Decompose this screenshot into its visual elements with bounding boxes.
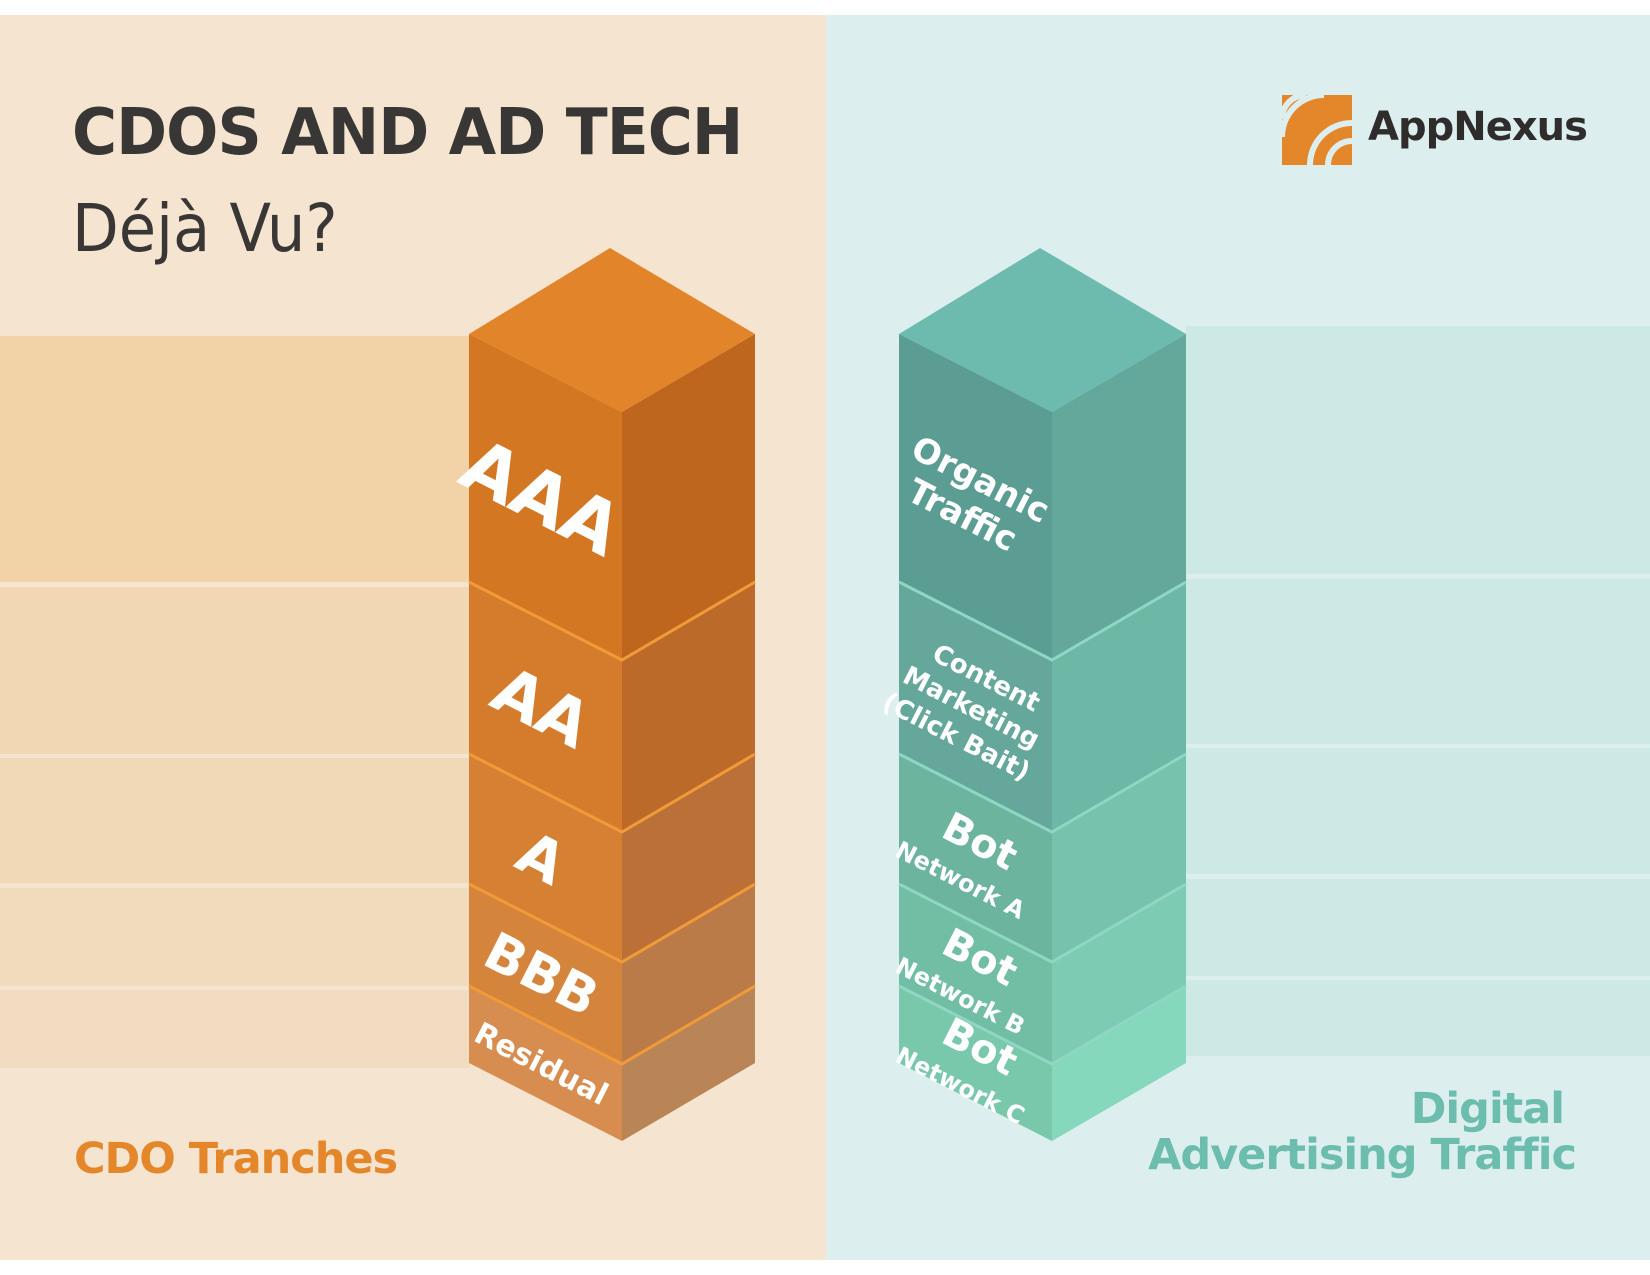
right-tier-band	[1186, 879, 1650, 976]
tier-bands	[0, 326, 1650, 1068]
cdo-tier-divider	[468, 984, 756, 1066]
left-tier-band	[0, 758, 470, 883]
traffic-tier-right-face	[1052, 986, 1186, 1141]
traffic-tier-left-face	[899, 582, 1052, 832]
cdo-top-face	[469, 248, 755, 412]
digital-advertising-caption: Digital Advertising Traffic	[1148, 1084, 1577, 1180]
page-subtitle: Déjà Vu?	[72, 190, 338, 267]
traffic-tier-left-face	[899, 754, 1052, 962]
cdo-tier-right-face	[622, 582, 755, 832]
cdo-tier-right-face	[622, 986, 755, 1141]
left-tier-band	[0, 336, 470, 582]
traffic-tier-right-face	[1052, 754, 1186, 962]
cdo-tier-divider	[468, 882, 756, 964]
right-tier-band	[1186, 326, 1650, 574]
traffic-tier-right-face	[1052, 884, 1186, 1064]
appnexus-logo-text: AppNexus	[1368, 104, 1588, 150]
cdo-tier-left-face	[469, 334, 622, 660]
cdo-tier-right-face	[622, 334, 755, 660]
traffic-tier-left-face	[899, 986, 1052, 1141]
cdo-tier-divider	[468, 752, 756, 834]
traffic-tier-divider	[898, 580, 1187, 662]
cdo-tier-divider	[468, 580, 756, 662]
right-tier-band	[1186, 980, 1650, 1056]
cdo-tier-right-face	[622, 754, 755, 962]
traffic-tier-divider	[898, 752, 1187, 834]
caption-line: Digital	[1410, 1084, 1565, 1134]
cdo-tier-left-face	[469, 986, 622, 1141]
cdo-tier-right-face	[622, 884, 755, 1064]
left-tier-band	[0, 888, 470, 986]
traffic-tier-divider	[898, 882, 1187, 964]
left-tier-band	[0, 587, 470, 754]
right-tier-band	[1186, 748, 1650, 874]
traffic-tier-left-face	[899, 334, 1052, 660]
left-tier-band	[0, 990, 470, 1068]
traffic-tier-divider	[898, 984, 1187, 1066]
traffic-tier-right-face	[1052, 582, 1186, 832]
appnexus-logo-icon	[1282, 95, 1352, 165]
right-tier-band	[1186, 579, 1650, 744]
traffic-tier-left-face	[899, 884, 1052, 1064]
traffic-tier-right-face	[1052, 334, 1186, 660]
cdo-tier-left-face	[469, 582, 622, 832]
traffic-top-face	[899, 248, 1186, 412]
cdo-tier-left-face	[469, 884, 622, 1064]
cdo-tier-left-face	[469, 754, 622, 962]
caption-line: Advertising Traffic	[1148, 1130, 1577, 1180]
page-title: CDOS AND AD TECH	[72, 96, 743, 170]
cdo-tranches-caption: CDO Tranches	[74, 1134, 398, 1184]
